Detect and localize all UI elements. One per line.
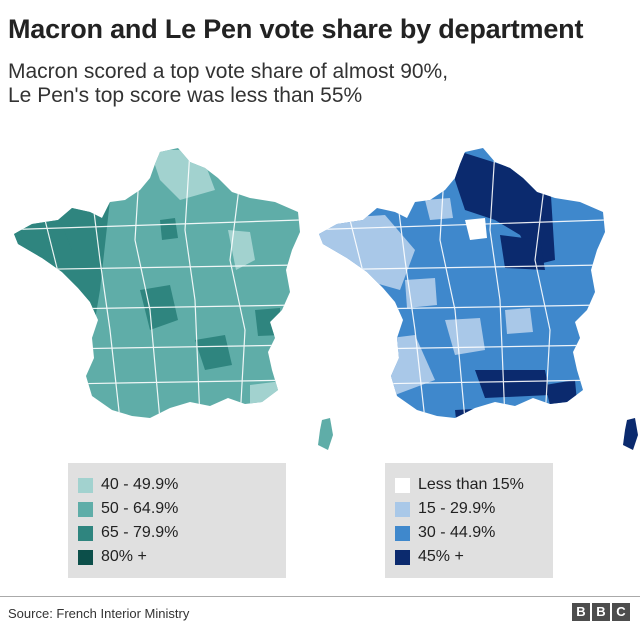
legend-label: Less than 15% (418, 476, 524, 493)
subtitle-line-2: Le Pen's top score was less than 55% (8, 84, 363, 107)
legend-label: 50 - 64.9% (101, 500, 179, 517)
bbc-logo-block: C (612, 603, 630, 621)
bbc-logo: B B C (572, 603, 630, 621)
footer-divider (0, 596, 640, 597)
chart-subtitle: Macron scored a top vote share of almost… (8, 60, 448, 108)
lepen-legend: Less than 15% 15 - 29.9% 30 - 44.9% 45% … (385, 463, 553, 578)
legend-label: 30 - 44.9% (418, 524, 496, 541)
legend-label: 80% + (101, 548, 147, 565)
macron-legend-item: 40 - 49.9% (78, 473, 286, 497)
legend-swatch (78, 477, 93, 493)
subtitle-line-1: Macron scored a top vote share of almost… (8, 60, 449, 83)
macron-legend-item: 50 - 64.9% (78, 497, 286, 521)
lepen-map (319, 148, 638, 450)
legend-label: 40 - 49.9% (101, 476, 179, 493)
macron-map (14, 148, 333, 450)
bbc-logo-block: B (592, 603, 610, 621)
legend-swatch (395, 549, 410, 565)
legend-swatch (395, 525, 410, 541)
legend-swatch (78, 501, 93, 517)
source-note: Source: French Interior Ministry (8, 606, 190, 621)
legend-swatch (395, 501, 410, 517)
macron-legend-item: 65 - 79.9% (78, 521, 286, 545)
legend-swatch (78, 525, 93, 541)
bbc-logo-block: B (572, 603, 590, 621)
macron-legend-item: 80% + (78, 545, 286, 569)
legend-label: 15 - 29.9% (418, 500, 496, 517)
legend-swatch (395, 477, 410, 493)
lepen-legend-item: 15 - 29.9% (395, 497, 553, 521)
lepen-legend-item: 30 - 44.9% (395, 521, 553, 545)
legend-swatch (78, 549, 93, 565)
legend-label: 45% + (418, 548, 464, 565)
chart-title: Macron and Le Pen vote share by departme… (8, 14, 584, 44)
maps-area (14, 148, 638, 450)
lepen-legend-item: Less than 15% (395, 473, 553, 497)
macron-legend: 40 - 49.9% 50 - 64.9% 65 - 79.9% 80% + (68, 463, 286, 578)
legend-label: 65 - 79.9% (101, 524, 179, 541)
lepen-legend-item: 45% + (395, 545, 553, 569)
